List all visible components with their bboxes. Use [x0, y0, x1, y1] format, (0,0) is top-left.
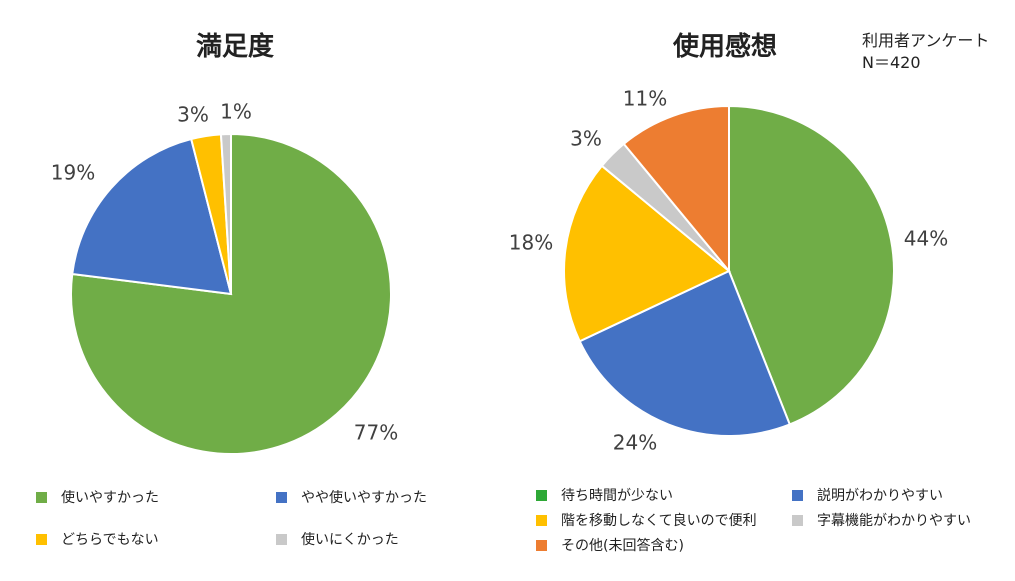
pie-1-label-1: 24%	[613, 431, 657, 455]
pie-1-slice-4	[622, 104, 730, 274]
legend-item-no-floor-change: 階を移動しなくて良いので便利	[536, 510, 757, 530]
legend-swatch	[36, 491, 47, 503]
pie-0-label-0: 77%	[354, 421, 398, 445]
pie-1-slice-2	[563, 164, 731, 343]
legend-swatch	[276, 533, 287, 545]
legend-swatch	[536, 514, 547, 526]
pie-1-slice-1	[578, 269, 792, 437]
chart-title-satisfaction: 満足度	[195, 32, 274, 62]
pie-0-slice-1	[71, 137, 233, 296]
pie-0-label-2: 3%	[177, 103, 209, 127]
pie-1-slice-0	[728, 104, 895, 426]
legend-label: 説明がわかりやすい	[817, 488, 943, 504]
pie-1-label-2: 18%	[509, 231, 553, 255]
pie-0-label-1: 19%	[51, 161, 95, 185]
legend-label: 字幕機能がわかりやすい	[817, 513, 971, 529]
legend-swatch	[276, 491, 287, 503]
legend-swatch	[536, 489, 547, 501]
legend-item-satisfied: 使いやすかった	[36, 487, 159, 507]
legend-item-somewhat-satisfied: やや使いやすかった	[276, 487, 427, 507]
legend-label: 階を移動しなくて良いので便利	[561, 513, 757, 529]
legend-label: その他(未回答含む)	[561, 538, 684, 554]
legend-label: 使いにくかった	[301, 532, 399, 548]
legend-label: どちらでもない	[61, 532, 159, 548]
pie-0-slice-3	[219, 132, 232, 295]
legend-item-neutral: どちらでもない	[36, 529, 159, 549]
pie-1-label-3: 3%	[570, 127, 602, 151]
legend-swatch	[536, 539, 547, 551]
pie-0-label-3: 1%	[220, 100, 252, 124]
legend-item-other: その他(未回答含む)	[536, 535, 684, 555]
legend-swatch	[792, 489, 803, 501]
survey-note-line2: N＝420	[862, 53, 921, 72]
legend-label: 待ち時間が少ない	[561, 488, 673, 504]
legend-swatch	[792, 514, 803, 526]
legend-label: やや使いやすかった	[301, 490, 427, 506]
pie-1-label-0: 44%	[904, 227, 948, 251]
legend-item-subtitles: 字幕機能がわかりやすい	[792, 510, 971, 530]
survey-note: 利用者アンケート N＝420	[862, 30, 989, 74]
survey-note-line1: 利用者アンケート	[862, 31, 990, 50]
legend-item-difficult: 使いにくかった	[276, 529, 399, 549]
legend-item-clear-explanation: 説明がわかりやすい	[792, 485, 943, 505]
pie-1-label-4: 11%	[623, 87, 667, 111]
legend-label: 使いやすかった	[61, 490, 159, 506]
chart-title-impressions: 使用感想	[672, 32, 777, 62]
legend-swatch	[36, 533, 47, 545]
legend-item-short-wait: 待ち時間が少ない	[536, 485, 673, 505]
